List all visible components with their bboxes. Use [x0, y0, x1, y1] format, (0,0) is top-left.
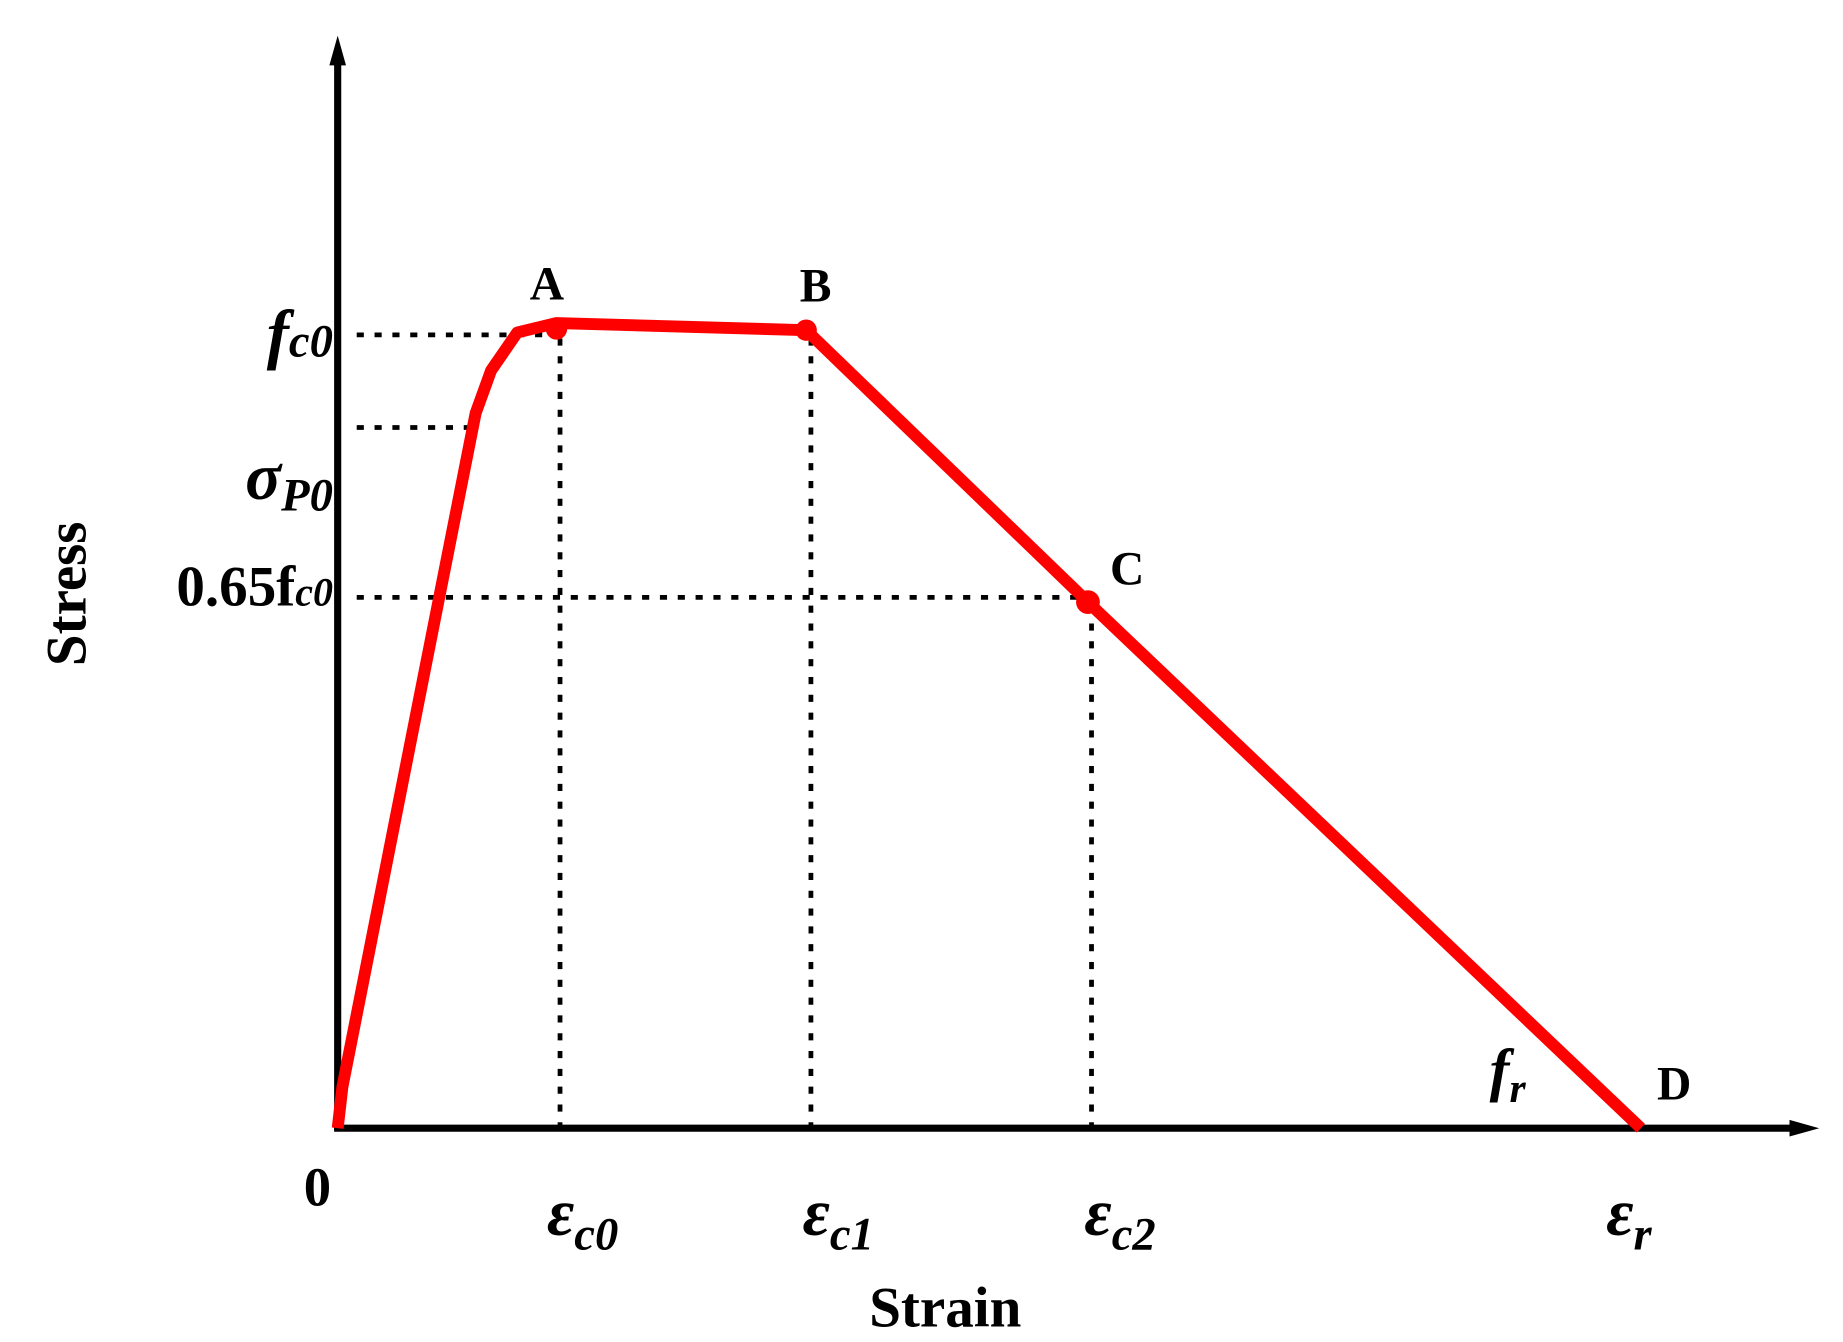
y-label: fc0 — [267, 298, 333, 371]
x-label: εr — [1606, 1177, 1652, 1260]
point-marker — [1076, 590, 1100, 614]
y-label: σP0 — [245, 441, 333, 522]
y-label: 0.65fc0 — [176, 556, 333, 619]
symbol: ε — [1084, 1177, 1111, 1250]
curve-label: fr — [1490, 1037, 1527, 1111]
symbol: 0.65f — [176, 556, 296, 619]
symbol: ε — [803, 1177, 830, 1250]
origin-label: 0 — [304, 1156, 331, 1217]
subscript: P0 — [280, 470, 333, 522]
subscript: c2 — [1112, 1208, 1156, 1260]
point-label: B — [800, 261, 832, 313]
point-label: C — [1110, 543, 1144, 595]
point-label: A — [530, 258, 564, 310]
y-axis-title: Stress — [36, 522, 99, 667]
subscript: c0 — [289, 315, 333, 367]
point-label: D — [1657, 1059, 1691, 1111]
point-marker — [795, 319, 817, 341]
x-label: εc1 — [803, 1177, 874, 1260]
symbol: ε — [547, 1177, 574, 1250]
subscript: r — [1509, 1065, 1526, 1111]
point-marker — [545, 318, 568, 340]
stress-strain-curve — [331, 317, 1645, 1133]
x-arrow — [1789, 1119, 1820, 1137]
subscript: c0 — [295, 570, 333, 615]
subscript: c0 — [574, 1208, 618, 1260]
x-label: εc2 — [1084, 1177, 1155, 1260]
subscript: c1 — [830, 1208, 874, 1260]
subscript: r — [1634, 1208, 1653, 1260]
guide-lines — [356, 332, 1094, 1129]
y-arrow — [329, 35, 347, 66]
x-axis-title: Strain — [869, 1277, 1021, 1340]
axes — [329, 35, 1820, 1137]
x-label: εc0 — [547, 1177, 618, 1260]
symbol: σ — [245, 441, 283, 514]
symbol: ε — [1606, 1177, 1633, 1250]
